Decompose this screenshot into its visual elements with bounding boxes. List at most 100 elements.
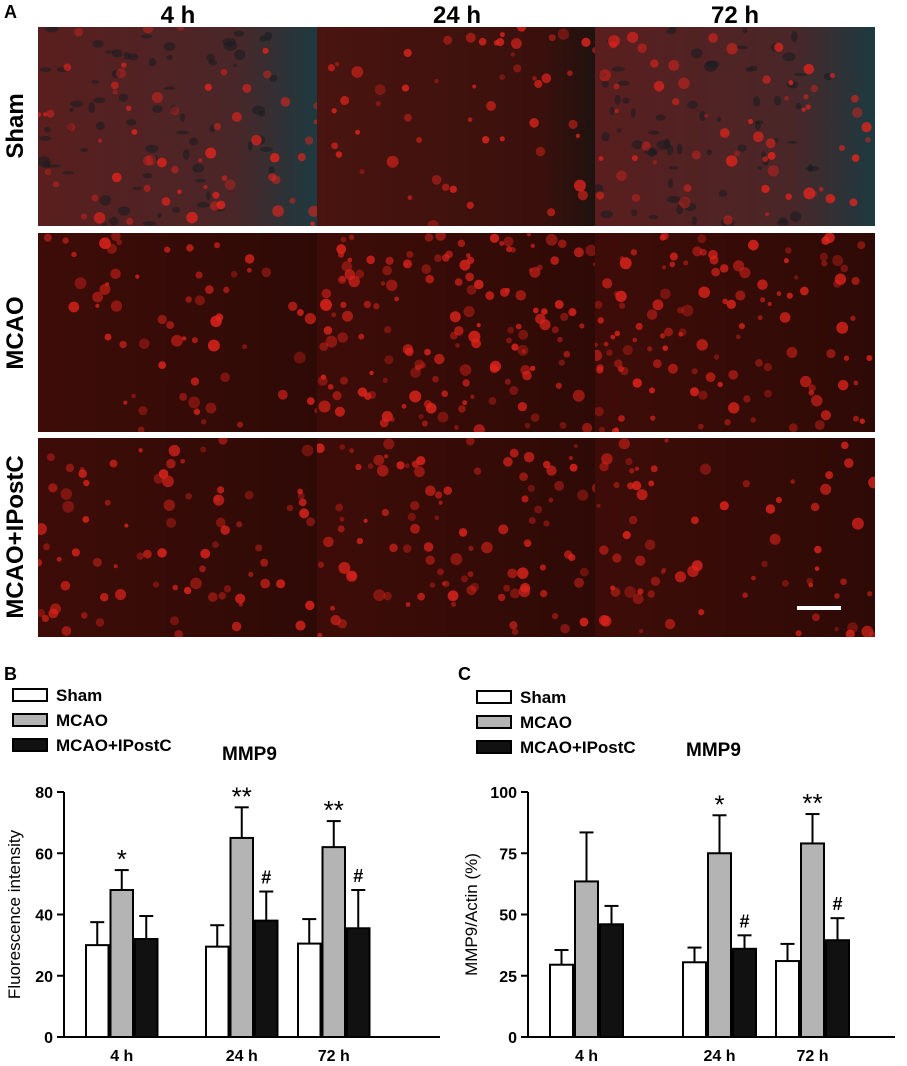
stained-cell [213, 242, 221, 249]
stained-cell [337, 275, 347, 285]
significance-marker: # [353, 866, 363, 886]
stained-cell [123, 400, 128, 405]
stained-cell [198, 158, 203, 163]
bar [109, 889, 134, 1038]
stained-cell [231, 112, 242, 123]
stained-cell [519, 472, 528, 482]
dark-nucleus [787, 140, 798, 144]
stained-cell [394, 296, 399, 302]
stained-cell [288, 301, 298, 311]
stained-cell [535, 146, 546, 157]
stained-cell [690, 516, 699, 525]
stained-cell [363, 518, 368, 523]
stained-cell [652, 299, 664, 311]
stained-cell [166, 458, 176, 469]
stained-cell [116, 239, 123, 246]
stained-cell [449, 331, 458, 340]
stained-cell [110, 233, 121, 242]
dark-nucleus [234, 49, 246, 61]
stained-cell [195, 271, 203, 279]
dark-nucleus [668, 165, 679, 170]
stained-cell [403, 259, 413, 269]
stained-cell [677, 306, 684, 314]
stained-cell [335, 503, 344, 512]
stained-cell [509, 386, 519, 396]
stained-cell [563, 550, 573, 559]
stained-cell [808, 384, 816, 392]
stained-cell [595, 300, 603, 309]
stained-cell [80, 612, 88, 619]
bar [297, 942, 322, 1038]
stained-cell [157, 548, 167, 558]
stained-cell [216, 200, 226, 210]
stained-cell [545, 233, 558, 246]
stained-cell [485, 291, 495, 301]
stained-cell [618, 438, 630, 450]
stained-cell [661, 567, 667, 573]
stained-cell [205, 402, 217, 414]
stained-cell [713, 354, 720, 360]
stained-cell [810, 84, 819, 93]
stained-cell [861, 625, 874, 637]
stained-cell [541, 308, 548, 315]
stained-cell [262, 47, 269, 54]
stained-cell [38, 558, 43, 567]
chart-c: 0 25 50 75 100 MMP9/Actin (%) 4 h * #24 h ** #72 h [455, 780, 907, 1065]
stained-cell [474, 279, 484, 290]
stained-cell [624, 586, 636, 598]
stained-cell [215, 517, 226, 528]
dark-nucleus [691, 216, 697, 226]
dark-nucleus [163, 42, 176, 51]
stained-cell [105, 282, 110, 287]
stained-cell [672, 98, 680, 106]
stained-cell [304, 312, 316, 325]
stained-cell [596, 364, 604, 372]
stained-cell [653, 80, 665, 92]
stained-cell [137, 426, 145, 432]
stained-cell [765, 212, 770, 217]
stained-cell [632, 337, 638, 343]
stained-cell [466, 284, 477, 295]
stained-cell [810, 502, 820, 512]
stained-cell [223, 585, 232, 593]
stained-cell [449, 185, 457, 193]
stained-cell [67, 123, 76, 132]
dark-nucleus [166, 54, 173, 60]
dark-nucleus [88, 102, 96, 114]
stained-cell [511, 628, 519, 635]
stained-cell [417, 592, 425, 601]
stained-cell [384, 454, 389, 459]
stained-cell [111, 172, 122, 183]
stained-cell [68, 301, 80, 313]
stained-cell [358, 333, 365, 340]
stained-cell [524, 422, 531, 429]
significance-marker: # [739, 911, 749, 931]
micrograph-background [595, 438, 875, 637]
stained-cell [43, 233, 52, 242]
stained-cell [95, 303, 100, 308]
dark-nucleus [163, 86, 175, 91]
stained-cell [466, 438, 475, 446]
stained-cell [272, 205, 284, 217]
micrograph-mcao-24h [317, 233, 597, 432]
stained-cell [384, 355, 394, 365]
legend-label: MCAO [56, 711, 108, 730]
stained-cell [850, 315, 856, 321]
stained-cell [177, 27, 185, 31]
stained-cell [205, 147, 217, 159]
stained-cell [204, 83, 212, 91]
stained-cell [529, 118, 539, 128]
stained-cell [548, 34, 556, 42]
stained-cell [442, 580, 450, 588]
stained-cell [788, 80, 794, 86]
stained-cell [443, 35, 453, 45]
micrograph-background [38, 233, 318, 432]
stained-cell [340, 301, 347, 308]
stained-cell [156, 157, 167, 168]
micrograph-ipostc-4h [38, 438, 318, 637]
stained-cell [437, 411, 449, 423]
stained-cell [596, 503, 601, 508]
stained-cell [435, 491, 443, 499]
stained-cell [513, 64, 522, 73]
dark-nucleus [145, 144, 159, 153]
